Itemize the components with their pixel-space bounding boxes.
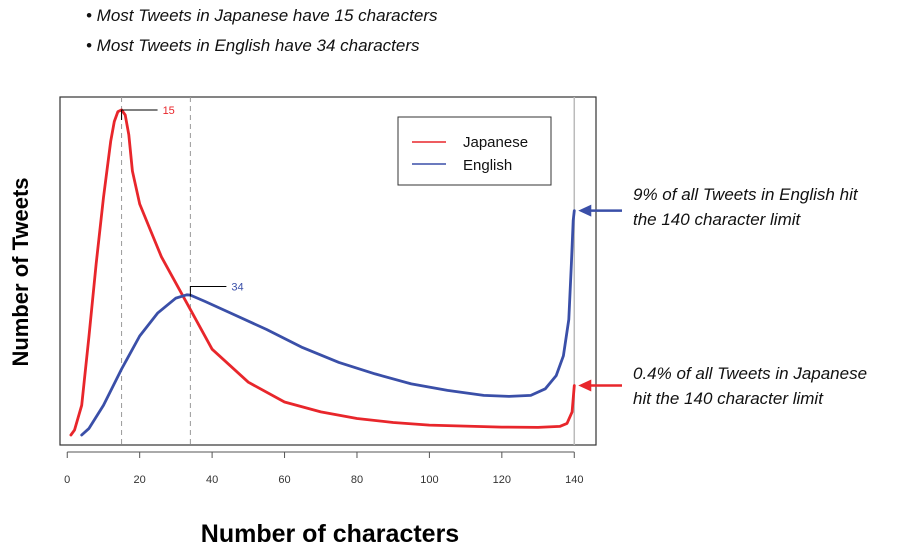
peak-callout-15: [121, 109, 158, 120]
legend-label-japanese: Japanese: [463, 134, 528, 151]
peak-callout-34: [189, 286, 227, 297]
series-line-english: [80, 209, 576, 437]
bullet-japanese: • Most Tweets in Japanese have 15 charac…: [86, 6, 438, 25]
plot-frame: [59, 96, 597, 446]
peak-label-34: 34: [231, 282, 243, 294]
y-axis-label: Number of Tweets: [8, 177, 33, 366]
annotation-japanese-line2: hit the 140 character limit: [633, 389, 824, 408]
x-axis-ticks: 0 20 40 60 80 100 120 140: [64, 452, 583, 486]
annotation-arrowhead-1: [578, 379, 592, 392]
annotation-arrowhead-0: [578, 204, 592, 217]
x-tick-label-100: 100: [420, 474, 438, 486]
annotation-japanese-line1: 0.4% of all Tweets in Japanese: [633, 364, 867, 383]
series-line-japanese: [69, 108, 576, 437]
x-tick-label-20: 20: [134, 474, 146, 486]
annotation-english-line1: 9% of all Tweets in English hit: [633, 185, 859, 204]
x-axis-label: Number of characters: [201, 520, 459, 548]
legend-label-english: English: [463, 157, 512, 174]
x-tick-label-140: 140: [565, 474, 583, 486]
limit-annotations: 9% of all Tweets in English hit the 140 …: [578, 185, 867, 408]
x-tick-label-60: 60: [278, 474, 290, 486]
x-tick-label-120: 120: [493, 474, 511, 486]
legend-box: [397, 116, 552, 186]
peak-label-15: 15: [163, 105, 175, 117]
x-tick-label-0: 0: [64, 474, 70, 486]
bullet-english: • Most Tweets in English have 34 charact…: [86, 36, 420, 55]
legend: Japanese English: [397, 116, 552, 186]
annotation-english-line2: the 140 character limit: [633, 210, 802, 229]
x-tick-label-80: 80: [351, 474, 363, 486]
x-tick-label-40: 40: [206, 474, 218, 486]
